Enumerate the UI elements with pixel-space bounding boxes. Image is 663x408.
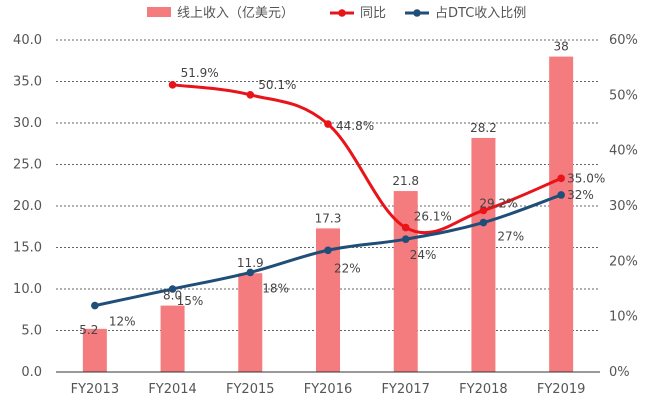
dtc-share-line-marker (324, 246, 332, 255)
left-axis-tick-label: 20.0 (13, 199, 42, 214)
left-axis-tick-label: 10.0 (13, 282, 42, 297)
legend-label-online-revenue: 线上收入（亿美元） (177, 6, 294, 21)
bar-value-label: 11.9 (237, 256, 264, 270)
yoy-value-label: 44.8% (336, 119, 374, 133)
dtc-share-line-marker (557, 191, 565, 199)
right-axis-tick-label: 50% (609, 88, 638, 103)
yoy-line-marker (479, 206, 488, 215)
yoy-line-marker (557, 174, 565, 183)
bar (238, 273, 263, 372)
bar-value-label: 38 (554, 40, 569, 54)
x-axis-tick-label: FY2016 (304, 382, 353, 397)
yoy-value-label: 26.1% (414, 210, 452, 224)
dtc-share-value-label: 15% (177, 294, 204, 308)
dtc-share-value-label: 18% (262, 281, 289, 295)
left-axis-tick-label: 25.0 (13, 158, 42, 173)
bar (82, 328, 107, 372)
axes: 0.0 5.0 10.0 15.0 20.0 25.0 30.0 35.0 40.0 0% 10% 2… (13, 33, 638, 397)
yoy-line-marker (324, 120, 332, 128)
dtc-share-value-label: 27% (497, 230, 524, 244)
bar-value-label: 28.2 (470, 121, 497, 135)
bar-value-label: 8.0 (163, 289, 182, 303)
left-axis-tick-label: 40.0 (13, 33, 42, 48)
dtc-share-line-marker (246, 268, 255, 277)
x-axis-tick-label: FY2013 (71, 382, 120, 397)
legend-swatch-online-revenue (147, 7, 171, 17)
bar (160, 305, 185, 372)
right-axis-tick-label: 40% (609, 144, 638, 159)
left-axis-tick-label: 30.0 (13, 116, 42, 131)
left-axis-tick-label: 0.0 (21, 365, 42, 380)
dtc-share-line-marker (401, 235, 410, 243)
right-axis-tick-label: 30% (609, 199, 638, 214)
right-axis-tick-label: 60% (609, 33, 638, 48)
x-axis-tick-label: FY2014 (148, 382, 197, 397)
bar-value-label: 17.3 (315, 211, 342, 225)
line-series (91, 81, 565, 310)
dtc-share-line-marker (168, 285, 177, 293)
dtc-share-value-label: 12% (109, 315, 136, 329)
legend-label-yoy: 同比 (360, 6, 386, 21)
yoy-line-marker (246, 90, 255, 99)
dtc-share-value-label: 32% (567, 188, 594, 202)
left-axis-tick-label: 15.0 (13, 241, 42, 256)
left-axis-tick-label: 5.0 (21, 324, 42, 339)
legend-label-dtc-share: 占DTC收入比例 (435, 6, 526, 21)
data-labels: 5.2 8.0 11.9 17.3 21.8 28.2 38 51.9% 50.1% 44.8% 2… (79, 40, 605, 337)
bar-value-label: 21.8 (392, 174, 419, 188)
left-axis-tick-label: 35.0 (13, 75, 42, 90)
right-axis-tick-label: 10% (609, 310, 638, 325)
dtc-share-value-label: 22% (334, 261, 361, 275)
bar (549, 56, 574, 372)
yoy-value-label: 50.1% (258, 78, 296, 92)
dtc-share-line-marker (479, 218, 488, 227)
yoy-line-marker (168, 81, 177, 89)
yoy-line-marker (401, 223, 410, 232)
legend: 线上收入（亿美元） 同比 占DTC收入比例 (147, 6, 526, 21)
right-axis-tick-label: 20% (609, 254, 638, 269)
bar-value-label: 5.2 (79, 323, 98, 337)
x-axis-tick-label: FY2017 (381, 382, 430, 397)
bar (471, 137, 496, 372)
bar-series (82, 56, 574, 372)
x-axis-tick-label: FY2015 (226, 382, 275, 397)
yoy-line (172, 83, 562, 235)
right-axis-tick-label: 0% (609, 365, 630, 380)
yoy-value-label: 29.2% (479, 196, 517, 210)
legend-marker-yoy (338, 9, 346, 17)
dtc-share-line-marker (91, 301, 99, 310)
yoy-value-label: 35.0% (567, 171, 605, 185)
legend-marker-dtc-share (413, 9, 421, 17)
x-axis-tick-label: FY2019 (537, 382, 586, 397)
x-axis-tick-label: FY2018 (459, 382, 508, 397)
yoy-value-label: 51.9% (181, 66, 219, 80)
dtc-share-value-label: 24% (410, 248, 437, 262)
